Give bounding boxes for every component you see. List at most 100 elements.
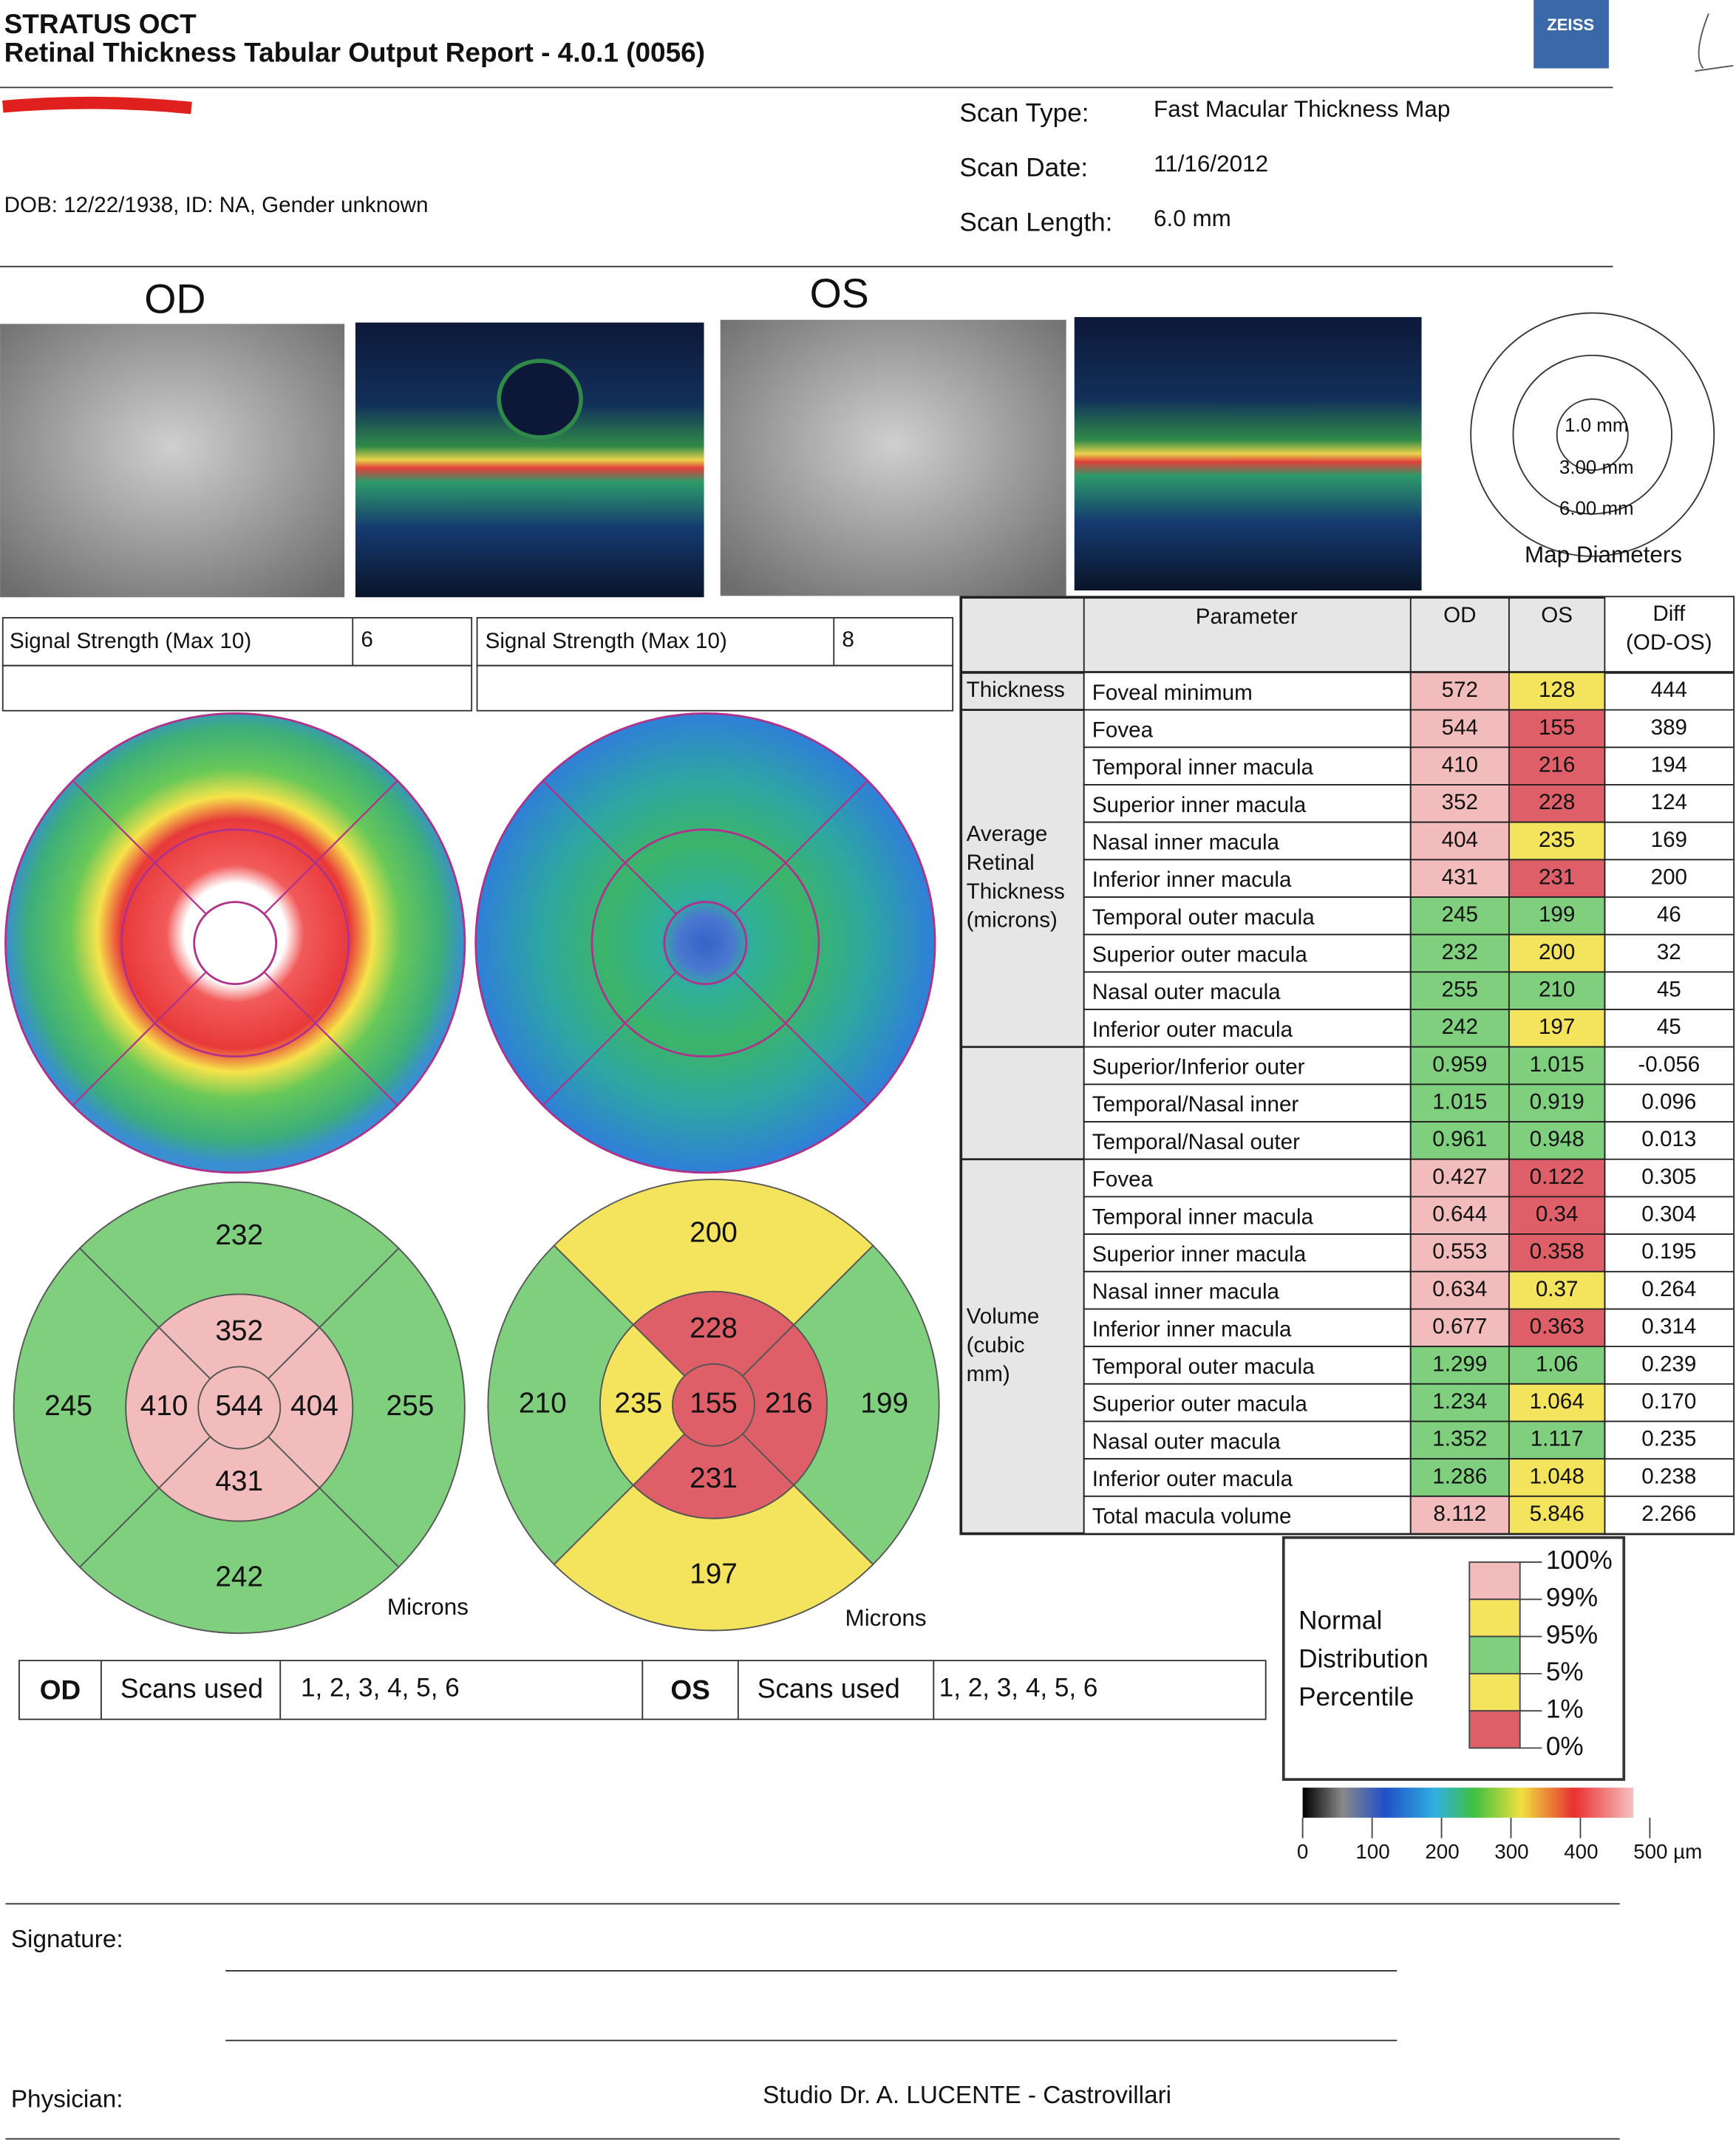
column-header: OD	[1443, 603, 1476, 627]
sector-value: 404	[290, 1390, 338, 1422]
percentile-label: 99%	[1546, 1584, 1598, 1612]
percentile-label: 0%	[1546, 1732, 1584, 1761]
redaction	[2, 96, 192, 115]
diff-value: -0.056	[1638, 1052, 1700, 1077]
scans-eye: OS	[670, 1674, 709, 1705]
legend-band	[1468, 1672, 1521, 1712]
od-value: 572	[1442, 678, 1478, 702]
parameter: Inferior inner macula	[1092, 1317, 1292, 1341]
table-cell	[1083, 784, 1412, 823]
parameter: Fovea	[1092, 718, 1154, 742]
table-cell	[1508, 709, 1606, 749]
divider	[101, 1660, 935, 1720]
sector-center	[197, 1366, 282, 1450]
diff-value: 124	[1651, 790, 1687, 814]
diff-value: 0.304	[1641, 1202, 1696, 1227]
os-value: 0.948	[1530, 1127, 1584, 1151]
map-ring	[4, 712, 466, 1174]
sector-value: 155	[690, 1388, 738, 1420]
table-cell	[1083, 1458, 1412, 1497]
sector-value: 199	[860, 1388, 908, 1420]
os-value: 200	[1539, 940, 1575, 964]
percentile-label: 100%	[1546, 1546, 1613, 1575]
table-cell	[1508, 746, 1606, 786]
map-spoke	[263, 971, 398, 1106]
table-cell	[1604, 597, 1734, 1534]
table-cell	[1508, 971, 1606, 1010]
table-cell	[1409, 1233, 1510, 1272]
table-cell	[1508, 933, 1606, 973]
report-title: Retinal Thickness Tabular Output Report …	[4, 38, 705, 68]
diff-value: 0.238	[1641, 1464, 1696, 1488]
table-cell	[1083, 896, 1412, 936]
fundus-image	[0, 324, 345, 598]
sector-value: 255	[387, 1390, 435, 1422]
sector-value: 197	[690, 1558, 738, 1590]
scans-value: 1, 2, 3, 4, 5, 6	[301, 1673, 460, 1702]
parameter: Temporal outer macula	[1092, 1355, 1315, 1379]
od-value: 242	[1442, 1015, 1478, 1039]
table-cell	[1083, 1083, 1412, 1122]
od-value: 245	[1442, 902, 1478, 927]
oct-image	[1074, 317, 1422, 590]
os-value: 1.048	[1530, 1464, 1584, 1488]
map-spoke	[542, 780, 677, 915]
table-cell	[1083, 1196, 1412, 1236]
diff-value: 389	[1651, 715, 1687, 740]
signal-value: 6	[361, 627, 372, 652]
group-label: Thickness	[967, 678, 1065, 702]
os-value: 235	[1539, 828, 1575, 852]
os-value: 228	[1539, 790, 1575, 814]
legend-title: Percentile	[1298, 1683, 1414, 1711]
od-value: 232	[1442, 940, 1478, 964]
sector-value: 245	[44, 1390, 92, 1422]
os-value: 199	[1539, 902, 1575, 927]
parameter: Superior inner macula	[1092, 1242, 1307, 1267]
percentile-label: 5%	[1546, 1657, 1584, 1686]
diff-value: 0.264	[1641, 1277, 1696, 1301]
group-label: Thickness	[967, 879, 1065, 904]
os-value: 231	[1539, 865, 1575, 889]
diameters-caption: Map Diameters	[1525, 542, 1682, 568]
map-ring	[474, 712, 936, 1174]
studio: Studio Dr. A. LUCENTE - Castrovillari	[763, 2082, 1171, 2109]
parameter: Nasal inner macula	[1092, 831, 1280, 855]
od-value: 0.644	[1432, 1202, 1487, 1227]
dob: DOB: 12/22/1938, ID: NA, Gender unknown	[4, 193, 429, 217]
column-header: Diff	[1652, 602, 1686, 626]
colorbar-label: 200	[1425, 1840, 1459, 1863]
table-cell	[1409, 933, 1510, 973]
od-value: 0.677	[1432, 1315, 1487, 1339]
eye-label: OS	[810, 270, 869, 316]
parameter: Total macula volume	[1092, 1505, 1292, 1529]
logo: ZEISS	[1547, 16, 1594, 34]
map-ring	[193, 901, 278, 986]
table-cell	[1508, 1270, 1606, 1310]
parameter: Temporal inner macula	[1092, 1205, 1314, 1229]
os-value: 1.015	[1530, 1052, 1584, 1077]
os-value: 1.117	[1531, 1427, 1584, 1451]
sector-center	[672, 1363, 755, 1447]
parameter: Temporal outer macula	[1092, 905, 1315, 930]
parameter: Inferior outer macula	[1092, 1467, 1293, 1491]
group-label: Average	[967, 822, 1048, 846]
percentile-label: 1%	[1546, 1694, 1584, 1723]
physician-label: Physician:	[11, 2085, 123, 2113]
table-cell	[1508, 1346, 1606, 1385]
od-value: 0.634	[1432, 1277, 1487, 1301]
table-cell	[1508, 1158, 1606, 1198]
os-value: 0.363	[1530, 1315, 1584, 1339]
map-spoke	[72, 971, 207, 1106]
ring-label: 3.00 mm	[1559, 457, 1634, 478]
sector-value: 410	[140, 1390, 188, 1422]
colorbar-label: 400	[1564, 1840, 1598, 1863]
diff-value: 0.305	[1641, 1165, 1696, 1189]
group-label: (microns)	[967, 908, 1058, 933]
sector-value: 228	[690, 1312, 738, 1344]
group-label: Retinal	[967, 851, 1035, 875]
od-value: 255	[1442, 978, 1478, 1002]
os-value: 5.846	[1530, 1502, 1584, 1526]
scan-value: Fast Macular Thickness Map	[1154, 96, 1450, 122]
parameter: Temporal/Nasal inner	[1092, 1092, 1299, 1117]
